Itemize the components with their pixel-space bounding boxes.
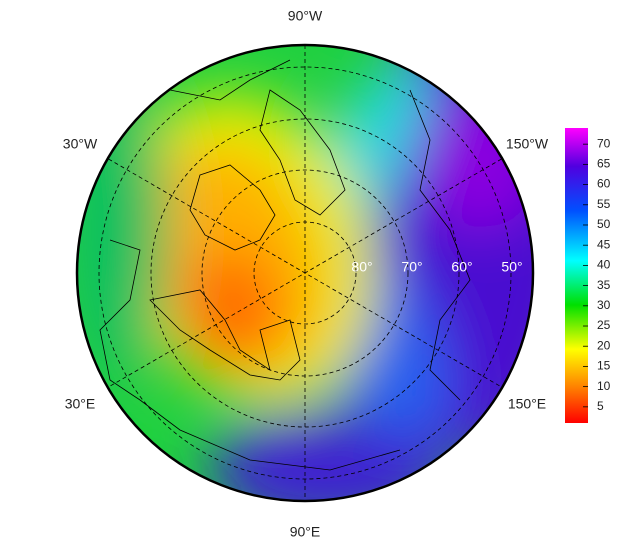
meridian-label: 90°E (290, 524, 321, 540)
colorbar-tick-label: 55 (597, 197, 611, 211)
colorbar-tick-label: 10 (597, 379, 611, 393)
colorbar-tick-label: 40 (597, 258, 611, 272)
colorbar (565, 128, 588, 423)
meridian-label: 150°W (506, 136, 549, 152)
coastlines (99, 59, 471, 471)
latitude-label: 60° (451, 259, 472, 275)
colorbar-tick-label: 35 (597, 278, 611, 292)
latitude-label: 50° (501, 259, 522, 275)
colorbar-tick-label: 30 (597, 298, 611, 312)
latitude-label: 70° (401, 259, 422, 275)
graticule (98, 45, 512, 501)
colorbar-tick-label: 65 (597, 157, 611, 171)
latitude-label: 80° (351, 259, 372, 275)
meridian-label: 90°W (288, 8, 323, 24)
colorbar-tick-label: 5 (597, 399, 604, 413)
map-border (75, 43, 535, 503)
colorbar-tick-label: 45 (597, 237, 611, 251)
colorbar-tick-label: 70 (597, 136, 611, 150)
meridian-label: 30°E (65, 396, 96, 412)
meridian-label: 150°E (508, 396, 546, 412)
meridian-label: 30°W (63, 136, 98, 152)
colorbar-tick-label: 50 (597, 217, 611, 231)
colorbar-tick-label: 60 (597, 177, 611, 191)
colorbar-tick-label: 20 (597, 338, 611, 352)
colorbar-tick-label: 15 (597, 359, 611, 373)
colorbar-tick-label: 25 (597, 318, 611, 332)
